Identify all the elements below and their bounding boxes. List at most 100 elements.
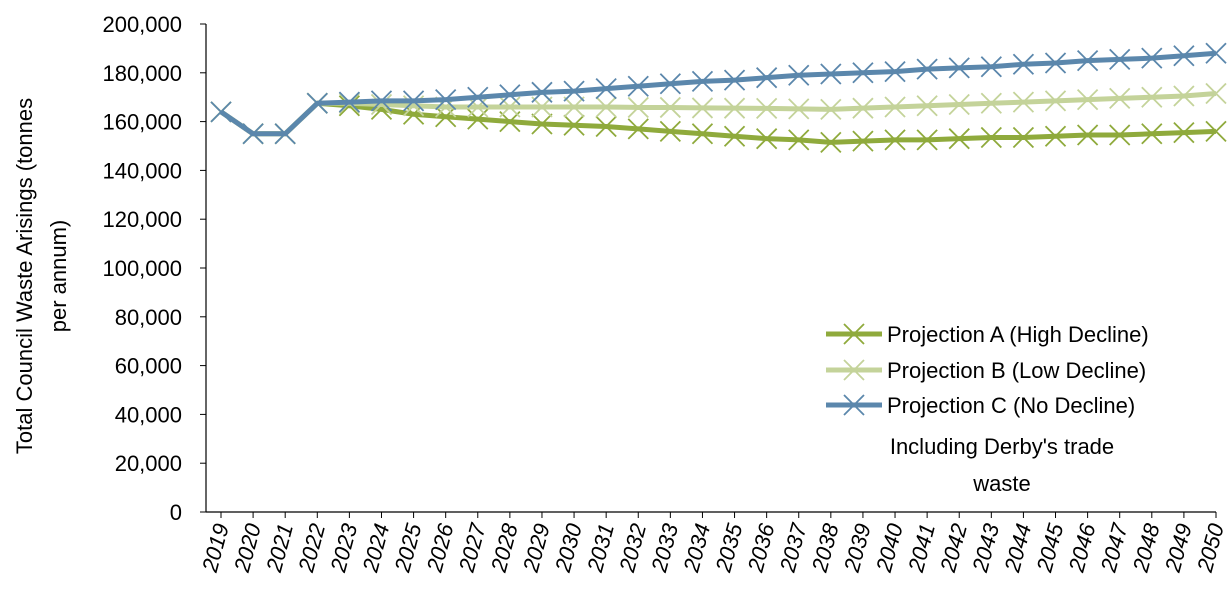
data-point xyxy=(499,84,521,106)
data-point xyxy=(531,81,553,103)
y-axis-ticks: 0 20,000 40,000 60,000 80,000 100,000 120,000 1… xyxy=(102,12,206,525)
data-point xyxy=(595,96,617,118)
data-point xyxy=(852,97,874,119)
data-point xyxy=(595,78,617,100)
data-point xyxy=(467,86,489,108)
annotation-line-2: waste xyxy=(972,471,1030,496)
data-point xyxy=(306,92,328,114)
data-point xyxy=(435,106,457,128)
data-point xyxy=(467,96,489,118)
x-tick-label: 2031 xyxy=(582,521,619,576)
data-point xyxy=(274,123,296,145)
data-point xyxy=(884,96,906,118)
data-point xyxy=(1173,121,1195,144)
data-point xyxy=(852,62,874,84)
data-point xyxy=(788,129,810,151)
data-point xyxy=(1044,52,1067,74)
data-point xyxy=(980,56,1002,78)
data-point xyxy=(1044,90,1067,112)
data-point xyxy=(1141,47,1163,69)
annotation: Including Derby's trade waste xyxy=(890,434,1114,496)
data-point xyxy=(242,123,264,145)
legend-label: Projection C (No Decline) xyxy=(887,393,1135,418)
data-point xyxy=(402,90,425,112)
data-point xyxy=(691,70,714,92)
legend-label: Projection B (Low Decline) xyxy=(887,358,1146,383)
data-point xyxy=(563,114,585,136)
legend-label: Projection A (High Decline) xyxy=(887,322,1149,347)
data-point xyxy=(563,96,585,118)
data-point xyxy=(1205,120,1227,142)
data-point xyxy=(948,93,970,116)
series-b xyxy=(210,82,1227,145)
data-point xyxy=(820,131,842,153)
series-c xyxy=(210,42,1227,145)
data-point xyxy=(1205,82,1227,105)
y-tick-label: 160,000 xyxy=(102,110,182,135)
y-tick-label: 140,000 xyxy=(102,158,182,183)
data-point xyxy=(1173,45,1195,67)
data-point xyxy=(1205,42,1227,64)
x-tick-label: 2039 xyxy=(839,521,876,576)
data-point xyxy=(659,73,681,95)
x-tick-label: 2032 xyxy=(614,521,651,576)
x-tick-label: 2029 xyxy=(518,521,555,576)
y-tick-label: 20,000 xyxy=(115,451,182,476)
data-point xyxy=(852,130,874,152)
data-point xyxy=(1141,123,1163,145)
legend: Projection A (High Decline) Projection B … xyxy=(826,322,1149,418)
data-point xyxy=(756,97,778,120)
data-point xyxy=(1109,87,1131,110)
data-point xyxy=(1109,48,1131,71)
x-axis-ticks: 2019202020212022202320242025202620272028… xyxy=(197,512,1229,576)
data-point xyxy=(820,98,842,121)
legend-marker xyxy=(843,323,865,345)
data-point xyxy=(723,125,746,147)
data-point xyxy=(370,93,393,116)
y-axis-title-line-2: per annum) xyxy=(46,220,71,333)
y-axis-title: Total Council Waste Arisings (tonnes per… xyxy=(12,98,71,454)
data-point xyxy=(916,129,938,151)
data-point xyxy=(788,64,810,86)
y-tick-label: 200,000 xyxy=(102,12,182,37)
x-tick-label: 2019 xyxy=(197,521,234,576)
data-point xyxy=(435,89,457,111)
data-point xyxy=(691,97,714,119)
data-point xyxy=(1044,125,1067,147)
data-point xyxy=(627,96,649,119)
data-point xyxy=(531,113,553,135)
data-point xyxy=(756,67,778,89)
data-point xyxy=(884,129,906,151)
data-point xyxy=(788,98,810,120)
data-point xyxy=(756,128,778,150)
x-tick-label: 2050 xyxy=(1192,520,1229,575)
x-tick-label: 2044 xyxy=(999,521,1036,576)
data-point xyxy=(210,101,232,123)
data-point xyxy=(820,63,842,85)
y-axis-title-line-1: Total Council Waste Arisings (tonnes xyxy=(12,98,37,454)
data-point xyxy=(948,128,970,150)
y-tick-label: 80,000 xyxy=(115,305,182,330)
x-tick-label: 2049 xyxy=(1160,521,1197,576)
data-point xyxy=(980,92,1002,114)
data-point xyxy=(659,96,681,119)
data-point xyxy=(1141,86,1163,108)
data-point xyxy=(499,110,521,133)
x-tick-label: 2024 xyxy=(357,521,394,576)
data-point xyxy=(916,95,938,117)
series-line xyxy=(219,91,1217,137)
data-point xyxy=(531,96,553,118)
data-point xyxy=(1109,124,1131,146)
annotation-line-1: Including Derby's trade xyxy=(890,434,1114,459)
data-point xyxy=(595,115,617,138)
data-point xyxy=(980,126,1002,149)
y-tick-label: 40,000 xyxy=(115,402,182,427)
x-tick-label: 2034 xyxy=(678,521,715,576)
x-tick-label: 2022 xyxy=(293,521,330,576)
data-point xyxy=(370,90,393,112)
data-point xyxy=(1012,53,1035,75)
legend-marker xyxy=(843,359,865,381)
data-point xyxy=(723,69,746,91)
y-tick-label: 120,000 xyxy=(102,207,182,232)
